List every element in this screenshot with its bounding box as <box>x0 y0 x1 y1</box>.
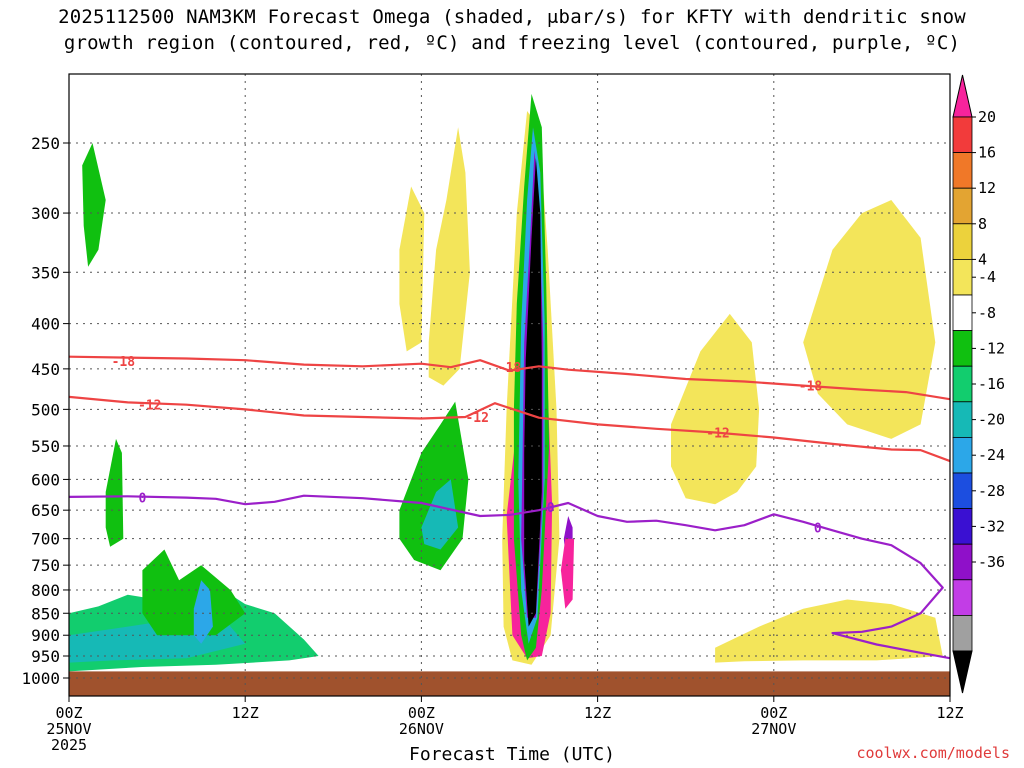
contour-label-0: -18 <box>112 355 136 370</box>
colorbar-segment-8 <box>952 401 973 438</box>
xtick-label-4-0: 00Z <box>760 704 787 722</box>
colorbar-label-0: 20 <box>978 108 996 126</box>
contour-freezing-level <box>69 494 950 660</box>
colorbar-segment-1 <box>952 152 973 189</box>
ytick-label-400: 400 <box>31 315 60 334</box>
contour-dgz-upper <box>69 355 950 401</box>
ytick-label-250: 250 <box>31 134 60 153</box>
colorbar-label-6: -8 <box>978 304 996 322</box>
colorbar-label-4: 4 <box>978 250 987 268</box>
omega-shaded-regions <box>69 93 950 696</box>
colorbar-segment-3 <box>952 223 973 260</box>
ytick-label-300: 300 <box>31 204 60 223</box>
ytick-label-600: 600 <box>31 470 60 489</box>
xtick-label-2-0: 00Z <box>408 704 435 722</box>
axes: 250 300 350 400 450 500 550 600 650 700 750 800 850 9… <box>21 73 964 754</box>
colorbar-bottom-triangle <box>952 650 973 694</box>
colorbar-label-3: 8 <box>978 215 987 233</box>
contour-label-7: 0 <box>547 501 555 516</box>
region-uplift-left-top <box>82 143 106 267</box>
contour-label-1: -18 <box>498 361 522 376</box>
colorbar-segment-12 <box>952 543 973 581</box>
colorbar-segment-10 <box>952 472 973 509</box>
region-teal-mid-26 <box>421 479 459 550</box>
contour-dgz-lower <box>69 395 950 463</box>
contour-label-6: 0 <box>139 492 147 507</box>
xtick-label-3-0: 12Z <box>584 704 611 722</box>
ytick-label-800: 800 <box>31 581 60 600</box>
contour-lines: -18 -18 -18 -12 -12 -12 0 0 0 <box>69 355 950 660</box>
contour-label-5: -12 <box>706 426 729 441</box>
region-rise-upper-yellow-2 <box>399 186 425 352</box>
region-yellow-right-bottom <box>715 599 943 663</box>
ytick-label-900: 900 <box>31 626 60 645</box>
ytick-label-550: 550 <box>31 437 60 456</box>
colorbar-label-8: -16 <box>978 375 1005 393</box>
region-uplift-left-mid <box>105 438 124 547</box>
colorbar-segment-5 <box>952 294 973 331</box>
colorbar-segment-2 <box>952 187 973 225</box>
colorbar-segment-14 <box>952 615 973 652</box>
colorbar-segment-9 <box>952 436 973 474</box>
x-axis-label: Forecast Time (UTC) <box>409 744 615 765</box>
ytick-label-950: 950 <box>31 647 60 666</box>
xtick-label-2-1: 26NOV <box>399 720 444 738</box>
ytick-label-650: 650 <box>31 501 60 520</box>
xtick-label-0-2: 2025 <box>51 736 87 754</box>
credit-link[interactable]: coolwx.com/models <box>856 744 1010 762</box>
chart-title-line-1: 2025112500 NAM3KM Forecast Omega (shaded… <box>58 6 966 28</box>
xtick-label-4-1: 27NOV <box>751 720 796 738</box>
xtick-label-5-0: 12Z <box>936 704 963 722</box>
xtick-label-0-0: 00Z <box>55 704 82 722</box>
contour-label-2: -18 <box>799 380 823 395</box>
xtick-label-1-0: 12Z <box>232 704 259 722</box>
contour-label-8: 0 <box>814 522 822 537</box>
colorbar-segment-0 <box>952 116 973 153</box>
colorbar-label-1: 16 <box>978 144 996 162</box>
ytick-label-700: 700 <box>31 530 60 549</box>
region-yellow-right-2 <box>803 200 936 439</box>
gridlines <box>69 74 950 696</box>
colorbar-segment-6 <box>952 330 973 367</box>
ytick-label-350: 350 <box>31 263 60 282</box>
colorbar-segment-11 <box>952 508 973 545</box>
region-rise-upper-yellow <box>428 127 470 386</box>
ytick-label-450: 450 <box>31 360 60 379</box>
ytick-label-500: 500 <box>31 400 60 419</box>
colorbar-label-12: -32 <box>978 517 1005 535</box>
contour-label-4: -12 <box>465 411 488 426</box>
colorbar-label-13: -36 <box>978 553 1005 571</box>
region-uplift-left-core-blue <box>193 580 213 644</box>
ytick-label-750: 750 <box>31 556 60 575</box>
chart-title-line-2: growth region (contoured, red, ºC) and f… <box>63 32 961 54</box>
plot-frame <box>68 73 951 697</box>
region-yellow-right-1 <box>671 313 760 505</box>
colorbar: 20 16 12 8 4-4 -8 -12 -16 -20 -24 -28 -32 -36 <box>952 74 1005 694</box>
region-uplift-left-850 <box>142 549 246 636</box>
colorbar-label-2: 12 <box>978 179 996 197</box>
ytick-label-1000: 1000 <box>21 669 60 688</box>
colorbar-segment-13 <box>952 579 973 616</box>
ytick-label-850: 850 <box>31 604 60 623</box>
colorbar-segment-7 <box>952 365 973 403</box>
colorbar-label-10: -24 <box>978 446 1005 464</box>
colorbar-segment-4 <box>952 258 973 296</box>
colorbar-label-11: -28 <box>978 482 1005 500</box>
region-magenta-right <box>560 538 575 609</box>
colorbar-label-5: -4 <box>978 268 996 286</box>
colorbar-label-7: -12 <box>978 339 1005 357</box>
contour-label-3: -12 <box>138 399 161 414</box>
xtick-label-0-1: 25NOV <box>46 720 91 738</box>
colorbar-top-triangle <box>952 74 973 118</box>
ground-terrain <box>69 671 950 696</box>
colorbar-label-9: -20 <box>978 411 1005 429</box>
